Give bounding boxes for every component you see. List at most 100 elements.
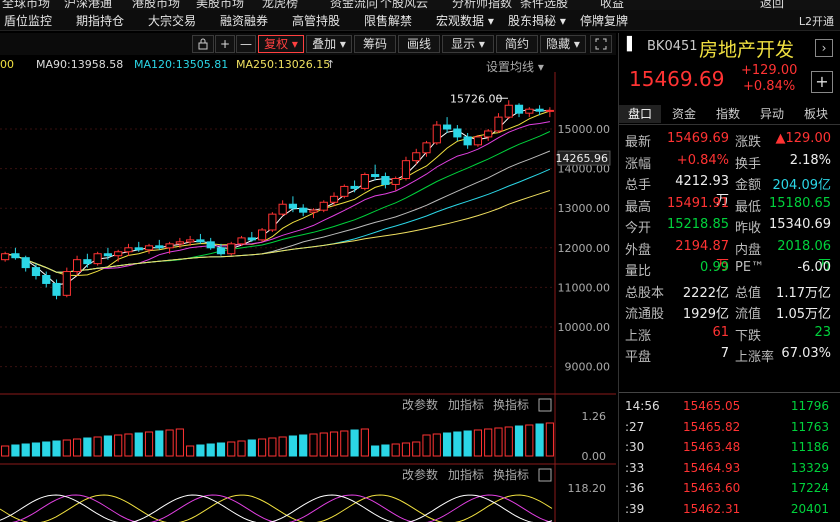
- stat-label: 下跌: [735, 328, 762, 344]
- volume-bar: [525, 424, 534, 457]
- stat-label: 最新: [625, 135, 652, 150]
- stat-label: 内盘: [735, 242, 762, 258]
- ma-settings-button[interactable]: 设置均线 ▾: [486, 60, 544, 74]
- chips-button[interactable]: 筹码: [354, 35, 396, 53]
- fullscreen-button[interactable]: [590, 35, 612, 53]
- second-menu-item[interactable]: 盾位监控: [4, 14, 53, 28]
- volume-bar: [93, 436, 102, 457]
- current-price-box: [557, 150, 611, 166]
- top-menu-item[interactable]: 龙虎榜: [262, 0, 299, 10]
- tick-row: :39 15462.31 20401: [619, 502, 840, 521]
- volume-bar: [401, 442, 411, 457]
- fuquan-button[interactable]: 复权 ▾: [258, 35, 304, 53]
- volume-bar: [371, 445, 380, 457]
- add-watchlist-button[interactable]: +: [811, 71, 833, 93]
- volume-bar: [196, 444, 205, 457]
- draw-line-button[interactable]: 画线: [398, 35, 440, 53]
- stat-label: 平盘: [625, 350, 652, 365]
- stat-label: 总股本: [625, 285, 665, 301]
- stat-label: 外盘: [625, 242, 652, 258]
- candle-body: [124, 247, 133, 253]
- tab-pankou[interactable]: 盘口: [619, 105, 661, 123]
- next-button[interactable]: ›: [815, 39, 833, 57]
- candle-body: [247, 237, 256, 241]
- stat-value: 67.03%: [781, 346, 831, 361]
- tab-zhishu[interactable]: 指数: [715, 107, 740, 121]
- overlay-label: 叠加: [312, 37, 337, 51]
- volume-bar: [42, 441, 51, 457]
- volume-bar: [144, 431, 154, 457]
- stat-label: 总值: [735, 285, 762, 301]
- tab-bankuai[interactable]: 板块: [803, 107, 828, 121]
- hide-button[interactable]: 隐藏 ▾: [540, 35, 586, 53]
- tab-zijin[interactable]: 资金: [671, 107, 696, 121]
- tick-volume: 17224: [790, 481, 829, 495]
- volume-bar: [329, 431, 339, 457]
- ma120-label: MA120:13505.81: [134, 58, 229, 71]
- second-menu-item[interactable]: 融资融券: [220, 14, 269, 28]
- candle-body: [329, 195, 339, 203]
- top-menu-item[interactable]: 返回: [760, 0, 785, 10]
- tick-price: 15465.82: [683, 419, 741, 434]
- candle-body: [155, 245, 164, 249]
- tick-volume: 11763: [790, 419, 829, 434]
- ma-arrow: ↑: [326, 58, 336, 71]
- indicator-panel-control: 改参数: [402, 467, 438, 482]
- volume-bar: [206, 443, 215, 457]
- candle-body: [93, 253, 102, 265]
- candle-body: [504, 104, 513, 118]
- l2-open-link[interactable]: L2开通: [798, 15, 834, 28]
- stat-value: 204.09亿: [772, 178, 832, 193]
- overlay-button[interactable]: 叠加 ▾: [306, 35, 352, 53]
- top-menu-item[interactable]: 收益: [600, 0, 625, 10]
- top-menu-item[interactable]: 资金流向: [330, 0, 379, 10]
- volume-bar: [504, 426, 513, 457]
- volume-bar: [412, 441, 421, 457]
- tick-time: :30: [625, 440, 645, 454]
- stat-label: 最高: [625, 199, 652, 215]
- lock-button[interactable]: [192, 35, 214, 53]
- candle-body: [319, 201, 328, 211]
- candle-body: [237, 237, 246, 245]
- top-menu-item[interactable]: 分析师指数: [452, 0, 513, 10]
- simple-button[interactable]: 简约: [496, 35, 538, 53]
- zoom-out-button[interactable]: —: [236, 35, 256, 53]
- second-menu-item[interactable]: 期指持仓: [76, 14, 125, 28]
- top-menu-item[interactable]: 沪深港通: [64, 0, 113, 10]
- menu-icon[interactable]: ▌: [627, 37, 637, 52]
- second-menu-item[interactable]: 大宗交易: [148, 14, 197, 28]
- top-menu-item[interactable]: 全球市场: [2, 0, 51, 10]
- candle-body: [453, 128, 462, 138]
- candle-body: [134, 247, 143, 251]
- volume-bar: [83, 437, 92, 457]
- display-button[interactable]: 显示 ▾: [442, 35, 494, 53]
- candle-body: [165, 243, 174, 249]
- stat-value: 15491.91: [666, 195, 729, 211]
- volume-bar: [463, 430, 472, 457]
- second-menu-item[interactable]: 股东揭秘 ▾: [508, 14, 566, 28]
- volume-bar: [11, 444, 20, 457]
- stat-value: 4212.93万: [675, 174, 729, 208]
- top-menu-item[interactable]: 个股风云: [380, 0, 429, 10]
- candle-body: [309, 209, 318, 213]
- second-menu-item[interactable]: 宏观数据 ▾: [436, 14, 494, 28]
- top-menu-item[interactable]: 条件选股: [520, 0, 569, 10]
- change-value: +129.00: [741, 63, 798, 78]
- top-menu-item[interactable]: 港股市场: [132, 0, 181, 10]
- second-menu-item[interactable]: 停牌复牌: [580, 14, 629, 28]
- kline-chart[interactable]: 15000.00 14000.00 13000.00 12000.00 11000.00…: [0, 72, 616, 522]
- volume-bar: [453, 431, 462, 457]
- volume-top-label: 1.26: [582, 410, 607, 423]
- candle-body: [360, 174, 369, 189]
- y-tick-label: 9000.00: [565, 361, 611, 374]
- volume-bar: [1, 445, 10, 457]
- current-price: 15469.69: [629, 67, 725, 91]
- second-menu-item[interactable]: 限售解禁: [364, 14, 413, 28]
- ma-line: [5, 108, 550, 286]
- tab-yidong[interactable]: 异动: [759, 107, 784, 121]
- top-menu-item[interactable]: 美股市场: [196, 0, 245, 10]
- zoom-in-button[interactable]: +: [215, 35, 235, 53]
- second-menu-item[interactable]: 高管持股: [292, 14, 341, 28]
- tick-price: 15462.31: [683, 501, 741, 516]
- lock-icon: [198, 38, 208, 50]
